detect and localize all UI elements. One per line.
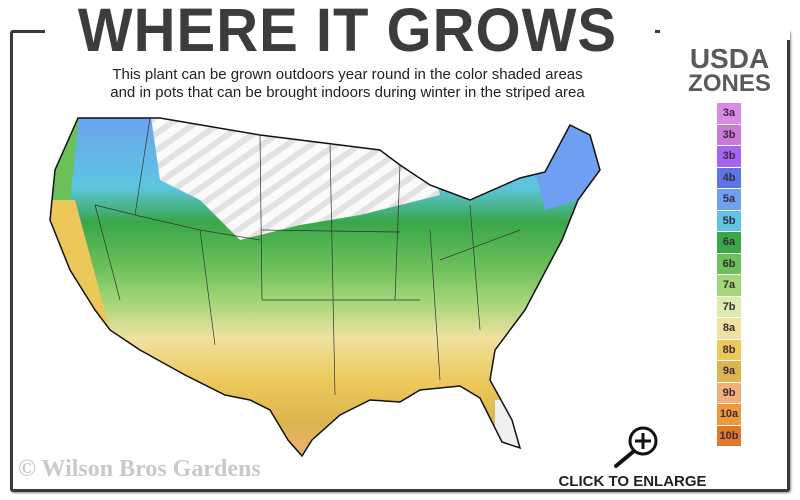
legend-zone-6b: 6b bbox=[717, 253, 741, 274]
copyright-watermark: © Wilson Bros Gardens bbox=[18, 456, 261, 482]
page-title: WHERE IT GROWS bbox=[77, 0, 618, 65]
legend-title: USDA ZONES bbox=[672, 43, 787, 97]
legend-zone-3b: 3b bbox=[717, 146, 741, 167]
legend-title-line: USDA bbox=[689, 43, 770, 74]
us-outline bbox=[49, 117, 601, 458]
legend-zone-3a: 3a bbox=[717, 103, 741, 124]
zone-legend: 3a 3b 3b 4b 5a 5b 6a 6b 7a 7b 8a 8b 9a 9b 10a 10b bbox=[717, 103, 741, 447]
legend-zone-10a: 10a bbox=[717, 404, 741, 425]
legend-zone-8a: 8a bbox=[717, 318, 741, 339]
legend-title-line: ZONES bbox=[688, 70, 771, 97]
subtitle-line: This plant can be grown outdoors year ro… bbox=[112, 66, 583, 83]
frame-gap bbox=[45, 20, 655, 40]
legend-zone-6a: 6a bbox=[717, 232, 741, 253]
subtitle-line: and in pots that can be brought indoors … bbox=[110, 84, 585, 101]
legend-zone-5b: 5b bbox=[717, 210, 741, 231]
legend-zone-8b: 8b bbox=[717, 339, 741, 360]
enlarge-label: CLICK TO ENLARGE bbox=[558, 473, 707, 490]
legend-zone-7b: 7b bbox=[717, 296, 741, 317]
click-to-enlarge-button[interactable]: CLICK TO ENLARGE bbox=[530, 420, 735, 495]
legend-zone-3b: 3b bbox=[717, 124, 741, 145]
legend-zone-4b: 4b bbox=[717, 167, 741, 188]
subtitle: This plant can be grown outdoors year ro… bbox=[40, 66, 655, 102]
legend-zone-10b: 10b bbox=[717, 425, 741, 446]
legend-zone-9b: 9b bbox=[717, 382, 741, 403]
legend-zone-5a: 5a bbox=[717, 189, 741, 210]
legend-zone-9a: 9a bbox=[717, 361, 741, 382]
frame-gap bbox=[660, 20, 790, 40]
state-borders bbox=[94, 117, 521, 396]
zoom-in-icon bbox=[614, 426, 658, 468]
legend-zone-7a: 7a bbox=[717, 275, 741, 296]
